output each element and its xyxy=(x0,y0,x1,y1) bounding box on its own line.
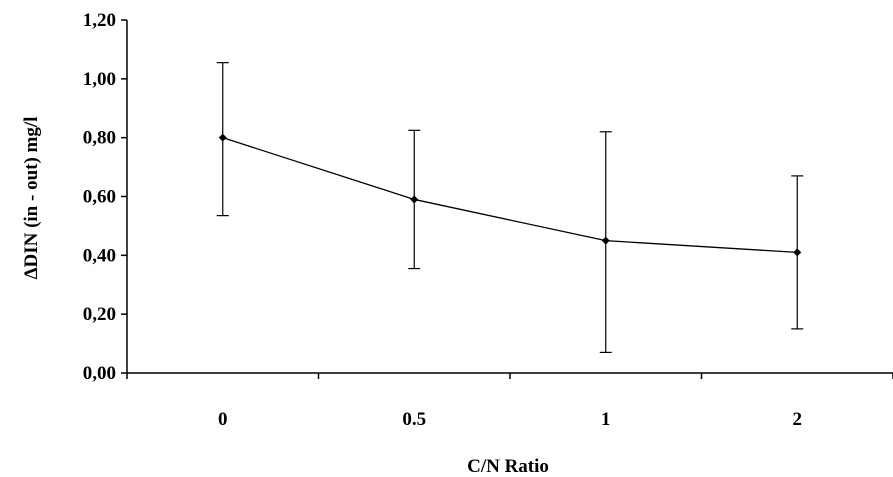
x-tick-label: 1 xyxy=(601,409,611,430)
data-point xyxy=(410,195,419,204)
x-axis-title: C/N Ratio xyxy=(467,456,549,477)
x-tick-label: 0 xyxy=(218,409,228,430)
series-line xyxy=(222,137,798,254)
y-tick-label: 0,60 xyxy=(83,187,116,208)
y-axis-title: ΔDIN (in - out) mg/l xyxy=(21,117,42,280)
y-tick-label: 0,80 xyxy=(83,128,116,149)
x-tick-label: 0.5 xyxy=(402,409,426,430)
data-point xyxy=(601,236,610,245)
x-tick-label: 2 xyxy=(793,409,803,430)
data-point xyxy=(218,133,227,142)
x-ticks: 0 0.5 1 2 xyxy=(126,373,893,430)
y-tick-label: 1,20 xyxy=(83,10,116,31)
axes xyxy=(126,20,893,374)
y-tick-label: 0,40 xyxy=(83,245,116,266)
series xyxy=(218,133,802,257)
y-tick-label: 0,00 xyxy=(83,363,116,384)
data-point xyxy=(793,248,802,257)
error-bars xyxy=(216,62,804,354)
y-ticks: 0,00 0,20 0,40 0,60 0,80 1,00 1,20 xyxy=(83,10,127,384)
y-tick-label: 1,00 xyxy=(83,69,116,90)
y-tick-label: 0,20 xyxy=(83,304,116,325)
